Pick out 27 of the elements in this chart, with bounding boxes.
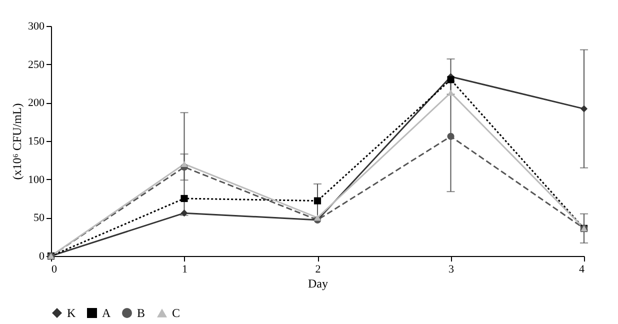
y-tick-label: 150 bbox=[28, 136, 45, 148]
y-tick-label: 0 bbox=[39, 250, 45, 262]
point bbox=[447, 132, 454, 140]
legend-label: B bbox=[137, 306, 146, 320]
x-tick-label: 2 bbox=[315, 264, 321, 276]
point bbox=[314, 197, 322, 204]
x-tick-label: 4 bbox=[579, 264, 585, 276]
point bbox=[580, 105, 588, 112]
y-tick-label: 200 bbox=[28, 97, 45, 110]
y-tick-label: 50 bbox=[34, 212, 45, 224]
legend-label: A bbox=[102, 306, 111, 320]
x-tick-label: 3 bbox=[448, 264, 454, 276]
y-tick-label: 100 bbox=[28, 174, 45, 186]
point bbox=[314, 214, 322, 221]
x-tick-label: 1 bbox=[182, 264, 188, 276]
y-axis-title: (x10⁶ CFU/mL) bbox=[10, 103, 24, 180]
point bbox=[180, 194, 188, 202]
point bbox=[180, 160, 188, 168]
y-tick-label: 300 bbox=[28, 20, 45, 32]
legend-label: K bbox=[67, 306, 76, 320]
point bbox=[180, 210, 188, 217]
point bbox=[447, 90, 454, 96]
x-tick-label: 0 bbox=[52, 264, 58, 276]
y-tick-label: 250 bbox=[28, 58, 45, 71]
point bbox=[447, 76, 454, 84]
x-axis-title: Day bbox=[308, 276, 328, 290]
legend-label: C bbox=[172, 306, 180, 320]
